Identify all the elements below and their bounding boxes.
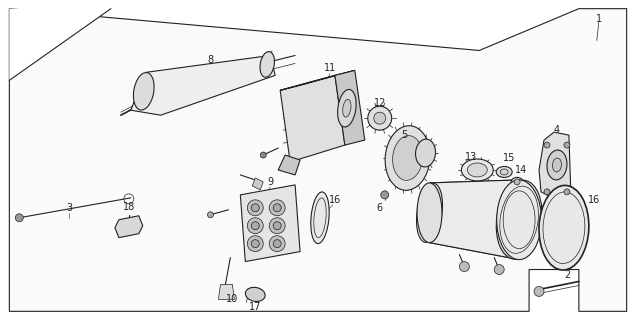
Circle shape [381, 191, 389, 199]
Ellipse shape [343, 99, 351, 117]
Text: 3: 3 [66, 203, 72, 213]
Circle shape [269, 200, 285, 216]
Circle shape [368, 106, 392, 130]
Polygon shape [429, 180, 519, 260]
Text: 17: 17 [249, 302, 261, 312]
Polygon shape [280, 76, 345, 162]
Circle shape [260, 152, 266, 158]
Ellipse shape [417, 183, 442, 243]
Circle shape [269, 218, 285, 234]
Circle shape [251, 204, 259, 212]
Text: 18: 18 [123, 202, 135, 212]
Ellipse shape [461, 159, 494, 181]
Circle shape [544, 142, 550, 148]
Circle shape [564, 142, 570, 148]
Ellipse shape [500, 169, 508, 175]
Ellipse shape [467, 163, 487, 177]
Text: 13: 13 [465, 152, 478, 162]
Ellipse shape [245, 287, 265, 301]
Polygon shape [115, 216, 142, 238]
Circle shape [273, 222, 281, 230]
Polygon shape [218, 284, 234, 300]
Ellipse shape [417, 183, 443, 242]
Polygon shape [10, 9, 111, 80]
Circle shape [273, 240, 281, 248]
Polygon shape [131, 55, 275, 115]
Circle shape [273, 204, 281, 212]
Polygon shape [252, 178, 263, 190]
Text: 11: 11 [324, 63, 336, 73]
Text: 16: 16 [588, 195, 600, 205]
Text: 7: 7 [561, 195, 567, 205]
Ellipse shape [338, 90, 356, 127]
Circle shape [251, 222, 259, 230]
Text: 15: 15 [503, 153, 515, 163]
Ellipse shape [311, 192, 329, 244]
Text: 10: 10 [226, 294, 238, 304]
Circle shape [494, 265, 504, 275]
Polygon shape [335, 70, 365, 145]
Polygon shape [539, 132, 571, 200]
Circle shape [251, 240, 259, 248]
Circle shape [459, 261, 469, 271]
Circle shape [564, 189, 570, 195]
Circle shape [514, 179, 520, 185]
Circle shape [534, 286, 544, 296]
Text: 5: 5 [401, 130, 408, 140]
Ellipse shape [260, 52, 275, 77]
Circle shape [247, 218, 263, 234]
Polygon shape [280, 70, 355, 90]
Circle shape [269, 236, 285, 252]
Text: 1: 1 [596, 14, 602, 24]
Ellipse shape [134, 73, 154, 110]
Text: 12: 12 [373, 98, 386, 108]
Ellipse shape [553, 158, 562, 172]
Text: 6: 6 [377, 203, 383, 213]
Text: 16: 16 [329, 195, 341, 205]
Ellipse shape [497, 180, 541, 260]
Text: 9: 9 [267, 177, 273, 187]
Ellipse shape [547, 150, 567, 180]
Circle shape [247, 200, 263, 216]
Circle shape [247, 236, 263, 252]
Polygon shape [240, 185, 300, 261]
Ellipse shape [415, 139, 436, 167]
Ellipse shape [385, 126, 430, 190]
Ellipse shape [392, 136, 422, 180]
Ellipse shape [539, 185, 589, 270]
Polygon shape [278, 155, 300, 175]
Ellipse shape [496, 166, 512, 177]
Text: 2: 2 [563, 270, 570, 281]
Text: 4: 4 [554, 125, 560, 135]
Circle shape [15, 214, 24, 222]
Circle shape [374, 112, 385, 124]
Circle shape [544, 189, 550, 195]
Ellipse shape [511, 177, 523, 186]
Text: 8: 8 [207, 55, 214, 65]
Polygon shape [10, 9, 626, 311]
Ellipse shape [496, 180, 542, 259]
Circle shape [207, 212, 214, 218]
Text: 14: 14 [515, 165, 527, 175]
